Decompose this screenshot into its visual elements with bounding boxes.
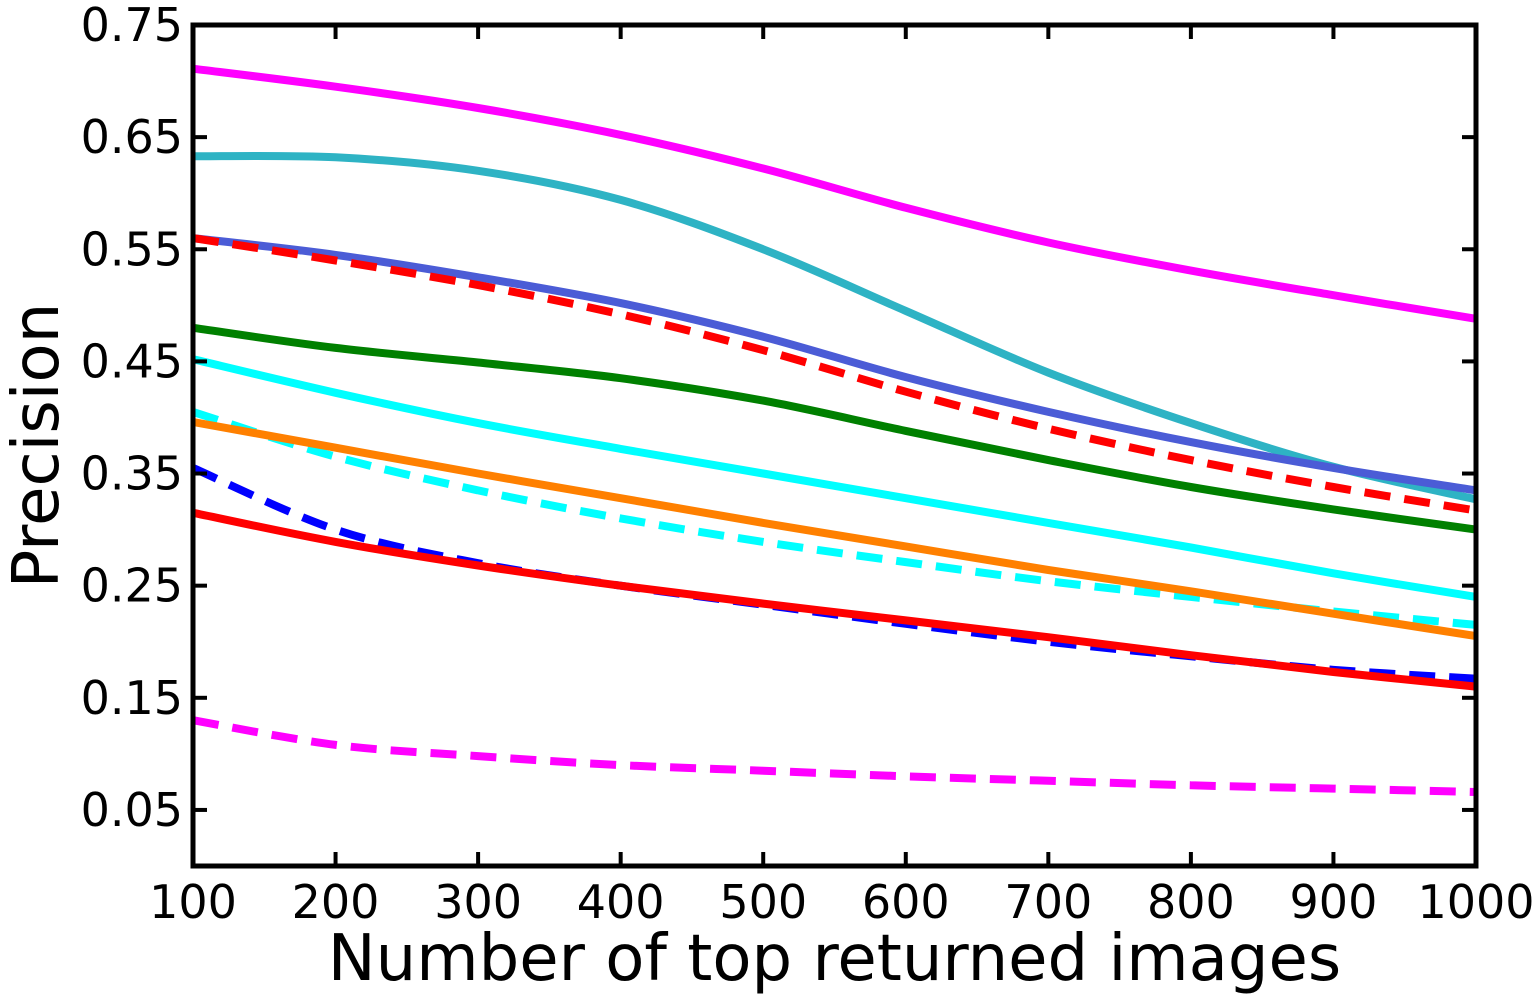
- series-line-8: [192, 418, 1477, 641]
- x-tick-label: 600: [862, 875, 950, 929]
- series-line-11: [192, 716, 1477, 796]
- series-line-7: [191, 408, 1477, 629]
- x-tick-label: 800: [1147, 875, 1235, 929]
- y-tick-label: 0.75: [81, 0, 183, 52]
- y-tick-label: 0.25: [81, 559, 183, 613]
- ticks-layer: [191, 23, 1478, 866]
- x-tick-label: 300: [434, 875, 522, 929]
- y-tick-label: 0.05: [81, 783, 183, 837]
- series-line-3: [192, 234, 1477, 495]
- x-tick-label: 400: [577, 875, 665, 929]
- x-tick-label: 700: [1004, 875, 1092, 929]
- x-tick-label: 500: [719, 875, 807, 929]
- y-tick-label: 0.55: [81, 222, 183, 276]
- x-tick-label: 1000: [1417, 875, 1533, 929]
- y-tick-label: 0.15: [81, 671, 183, 725]
- y-tick-label: 0.45: [81, 334, 183, 388]
- tick-labels-layer: 100 200 300 400 500 600 700 800 900 1000 0.05 0.15 0…: [81, 0, 1533, 929]
- series-line-2: [192, 151, 1477, 504]
- x-tick-label: 200: [292, 875, 380, 929]
- y-axis-label: Precision: [0, 303, 74, 589]
- x-axis-label: Number of top returned images: [328, 922, 1341, 996]
- series-layer: [191, 64, 1477, 796]
- y-tick-label: 0.35: [81, 447, 183, 501]
- y-tick-label: 0.65: [81, 110, 183, 164]
- series-line-6: [192, 355, 1477, 601]
- series-line-1: [192, 64, 1477, 323]
- series-line-5: [192, 323, 1477, 534]
- series-line-10: [192, 508, 1477, 691]
- series-line-4: [192, 234, 1477, 515]
- plot-frame: [190, 22, 1479, 869]
- x-tick-label: 100: [149, 875, 237, 929]
- x-tick-label: 900: [1290, 875, 1378, 929]
